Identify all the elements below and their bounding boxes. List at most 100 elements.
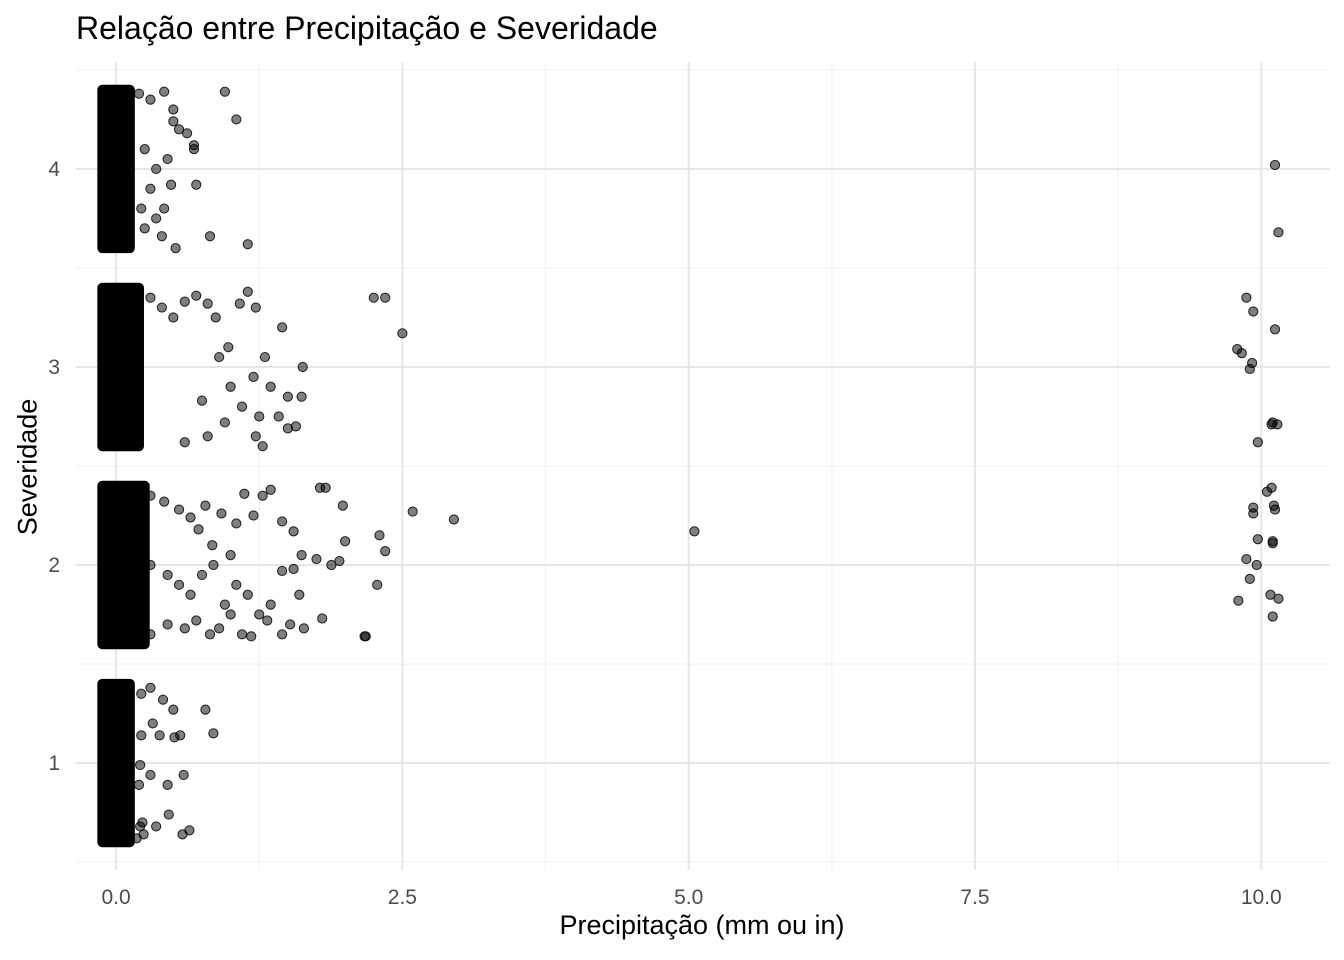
data-point [200, 704, 211, 715]
data-point [193, 524, 204, 535]
data-point [277, 516, 288, 527]
data-point [246, 631, 257, 642]
data-point [1269, 504, 1281, 515]
data-point [179, 437, 190, 448]
data-point [135, 759, 146, 771]
data-point [1251, 559, 1262, 571]
data-point [165, 179, 177, 190]
data-point [210, 312, 221, 323]
data-point [248, 371, 259, 382]
data-point [178, 769, 189, 781]
x-axis-label: Precipitação (mm ou in) [559, 910, 845, 940]
data-point [225, 550, 236, 561]
data-point [170, 243, 181, 254]
y-tick-label: 4 [48, 158, 60, 181]
data-point [1252, 437, 1263, 448]
data-point [248, 510, 259, 521]
data-point [239, 488, 250, 499]
data-point [214, 351, 225, 363]
data-point [136, 730, 147, 741]
data-point [162, 569, 173, 581]
data-point [1269, 324, 1281, 335]
data-point [185, 589, 196, 600]
data-point [154, 730, 165, 741]
data-point [133, 779, 145, 790]
data-point [265, 381, 276, 392]
data-point [173, 124, 185, 135]
data-point [254, 411, 265, 422]
data-point [175, 730, 186, 741]
data-point [181, 128, 193, 139]
data-point [145, 94, 156, 105]
data-point [147, 718, 158, 729]
data-point [204, 629, 216, 640]
y-axis-label: Severidade [12, 398, 43, 536]
data-point [337, 500, 348, 511]
data-point [179, 296, 190, 307]
data-point [236, 629, 248, 640]
data-point [262, 615, 273, 626]
data-point [202, 298, 213, 309]
data-point [151, 821, 162, 832]
dense-cluster-severity-4 [97, 84, 135, 254]
data-point [1265, 589, 1276, 600]
data-point [1266, 482, 1277, 493]
data-point [136, 203, 147, 214]
data-point [219, 86, 230, 97]
chart-title: Relação entre Precipitação e Severidade [76, 10, 658, 46]
data-point [296, 391, 307, 402]
data-point [1233, 595, 1244, 606]
data-point [250, 302, 261, 313]
data-point [145, 292, 156, 303]
data-point [156, 231, 167, 242]
data-point [223, 342, 234, 353]
data-point [132, 484, 143, 495]
data-point [374, 530, 385, 541]
data-point [1236, 348, 1247, 359]
data-point [208, 559, 219, 571]
data-point [168, 704, 179, 715]
data-point [334, 555, 345, 567]
data-point [184, 825, 195, 836]
data-point [326, 559, 337, 571]
data-point [259, 351, 271, 363]
data-point [231, 579, 242, 590]
data-point [1269, 159, 1281, 171]
data-point [208, 728, 219, 739]
data-point [156, 302, 167, 313]
data-point [202, 431, 213, 442]
data-point [288, 526, 299, 537]
data-point [282, 391, 293, 402]
data-point [257, 490, 268, 501]
y-tick-label: 3 [48, 356, 60, 379]
data-point [185, 512, 196, 523]
data-point [380, 546, 391, 557]
data-point [196, 395, 208, 406]
x-tick-label: 2.5 [388, 886, 417, 909]
data-point [397, 328, 408, 339]
data-point [242, 286, 253, 297]
data-point [131, 833, 142, 844]
dense-cluster-severity-3 [97, 282, 144, 452]
data-point [1244, 573, 1255, 584]
data-point [204, 231, 216, 242]
data-point [231, 518, 242, 529]
data-point [168, 312, 179, 323]
dense-point-clusters [97, 84, 150, 848]
data-point [380, 292, 391, 303]
data-point [254, 609, 265, 620]
data-point [234, 298, 245, 309]
data-point [448, 514, 460, 525]
data-point [320, 482, 331, 493]
data-point [311, 553, 322, 565]
grid-lines [76, 62, 1330, 870]
data-point [1248, 306, 1259, 317]
data-point [225, 609, 236, 620]
data-point [145, 629, 156, 640]
data-point [162, 153, 173, 165]
data-point [250, 431, 261, 442]
data-point [1272, 419, 1283, 430]
data-point [1273, 593, 1284, 604]
data-point [231, 114, 242, 125]
y-axis-ticks: 1 2 3 4 [48, 158, 60, 775]
